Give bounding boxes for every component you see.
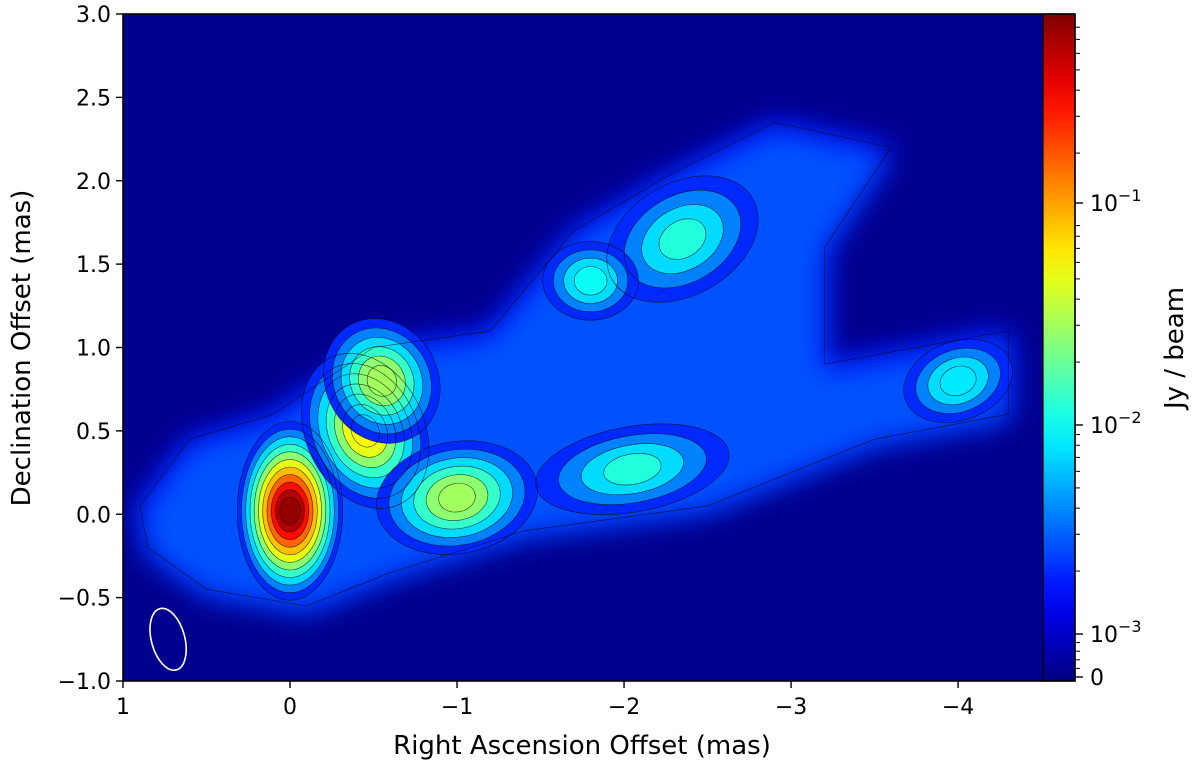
contour-1-2 bbox=[317, 373, 413, 489]
contour-2-0 bbox=[376, 440, 538, 555]
contour-7-5 bbox=[366, 365, 397, 397]
contour-5-3 bbox=[573, 266, 608, 296]
contour-4-3 bbox=[658, 218, 707, 260]
contour-6-0 bbox=[903, 338, 1013, 423]
contour-0-3 bbox=[249, 443, 331, 578]
emission-level-5-3 bbox=[574, 266, 607, 296]
contour-3-3 bbox=[603, 453, 662, 486]
colorbar-ticks: 0 10−3 10−2 10−1 bbox=[1075, 26, 1142, 691]
contour-1-6 bbox=[350, 414, 380, 448]
contour-1-3 bbox=[325, 383, 405, 479]
contour-lines bbox=[139, 122, 1013, 607]
contour-1-5 bbox=[342, 404, 389, 458]
contour-4-1 bbox=[623, 189, 742, 289]
contour-7-4 bbox=[358, 355, 406, 407]
contour-7-0 bbox=[323, 318, 441, 444]
y-tick-label: −1.0 bbox=[58, 670, 111, 695]
emission-map bbox=[139, 122, 1013, 612]
contour-7-1 bbox=[332, 327, 432, 435]
contour-4-2 bbox=[641, 204, 724, 274]
x-tick-label: −4 bbox=[942, 695, 974, 720]
x-tick-label: 1 bbox=[116, 695, 130, 720]
contour-3-0 bbox=[535, 423, 730, 515]
y-axis-label: Declination Offset (mas) bbox=[7, 190, 37, 507]
contour-5-1 bbox=[552, 249, 629, 313]
x-axis-ticks: 1 0 −1 −2 −3 −4 bbox=[116, 681, 974, 720]
y-tick-label: 2.5 bbox=[76, 86, 111, 111]
colorbar bbox=[1042, 13, 1076, 682]
colorbar-tick-label: 10−2 bbox=[1090, 408, 1142, 439]
contour-2-4 bbox=[425, 474, 489, 521]
emission-level-7-5 bbox=[367, 365, 397, 397]
contour-7-3 bbox=[349, 346, 415, 416]
contour-0-1 bbox=[241, 428, 339, 593]
contour-6-2 bbox=[927, 356, 989, 406]
emission-level-4-3 bbox=[659, 218, 706, 260]
contour-3-2 bbox=[580, 443, 684, 496]
contour-2-3 bbox=[413, 465, 501, 530]
contour-0-2 bbox=[245, 436, 335, 586]
emission-level-0-10 bbox=[279, 497, 301, 525]
contour-0-4 bbox=[253, 451, 327, 571]
contour-0-9 bbox=[275, 489, 305, 533]
x-tick-label: −1 bbox=[441, 695, 473, 720]
contour-0-8 bbox=[270, 481, 310, 540]
y-tick-label: 2.0 bbox=[76, 170, 111, 195]
y-tick-label: −0.5 bbox=[58, 587, 111, 612]
x-axis-label: Right Ascension Offset (mas) bbox=[393, 731, 771, 761]
contour-6-1 bbox=[915, 347, 1001, 414]
contour-2-1 bbox=[388, 448, 526, 547]
x-tick-label: −3 bbox=[775, 695, 807, 720]
contour-2-5 bbox=[438, 482, 476, 513]
emission-level-2-5 bbox=[438, 483, 476, 513]
contour-1-0 bbox=[301, 353, 430, 509]
emission-level-3-3 bbox=[603, 453, 662, 485]
contour-1-1 bbox=[309, 363, 422, 499]
contour-0-10 bbox=[279, 496, 301, 525]
y-tick-label: 1.0 bbox=[76, 337, 111, 362]
y-tick-label: 0.5 bbox=[76, 420, 111, 445]
contour-0-0 bbox=[236, 421, 344, 601]
x-tick-label: −2 bbox=[608, 695, 640, 720]
contour-2-2 bbox=[401, 457, 513, 538]
y-tick-label: 1.5 bbox=[76, 253, 111, 278]
colorbar-tick-label: 0 bbox=[1090, 666, 1104, 691]
contour-5-0 bbox=[542, 241, 639, 321]
contour-0-6 bbox=[262, 466, 318, 556]
contour-3-1 bbox=[558, 433, 707, 505]
y-axis-ticks: −1.0 −0.5 0.0 0.5 1.0 1.5 2.0 2.5 3.0 bbox=[58, 3, 123, 695]
contour-0-7 bbox=[266, 474, 314, 548]
contour-7-2 bbox=[340, 337, 424, 425]
y-tick-label: 3.0 bbox=[76, 3, 111, 28]
contour-0-5 bbox=[258, 459, 322, 563]
contour-outer bbox=[139, 122, 1009, 607]
contour-6-3 bbox=[939, 365, 977, 397]
colorbar-label: Jy / beam bbox=[1160, 287, 1190, 411]
contour-4-0 bbox=[606, 175, 759, 303]
x-tick-label: 0 bbox=[283, 695, 297, 720]
contour-1-4 bbox=[334, 393, 397, 468]
colorbar-tick-label: 10−1 bbox=[1090, 186, 1142, 217]
contour-5-2 bbox=[563, 257, 618, 304]
colorbar-tick-label: 10−3 bbox=[1090, 617, 1142, 648]
emission-level-6-3 bbox=[940, 366, 977, 396]
plot-area bbox=[123, 14, 1075, 681]
y-tick-label: 0.0 bbox=[76, 503, 111, 528]
beam-ellipse bbox=[149, 607, 187, 672]
